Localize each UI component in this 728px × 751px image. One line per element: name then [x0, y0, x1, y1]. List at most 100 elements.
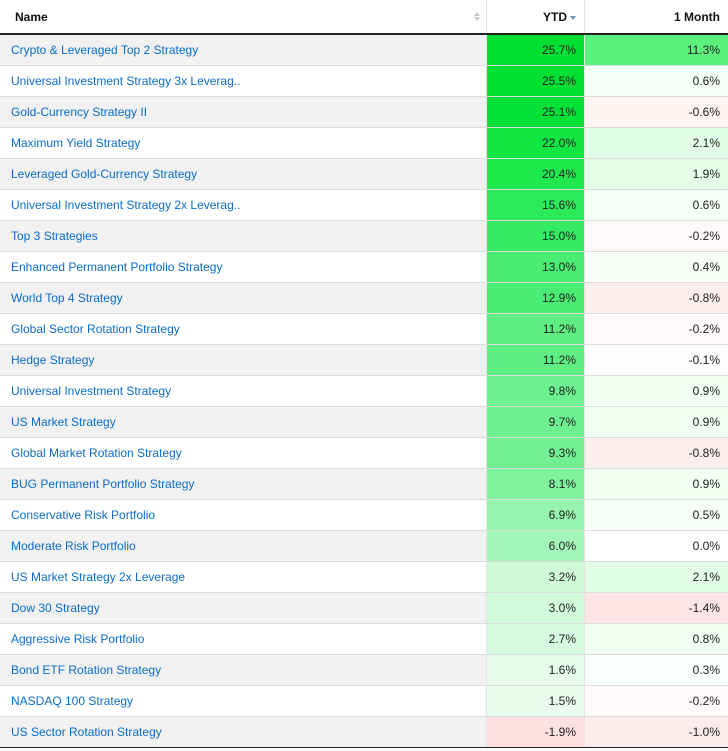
- strategy-link[interactable]: Global Sector Rotation Strategy: [11, 322, 180, 336]
- table-row: Crypto & Leveraged Top 2 Strategy 25.7% 11…: [0, 35, 728, 66]
- ytd-value: 3.2%: [548, 570, 576, 584]
- ytd-cell: 9.3%: [487, 438, 585, 468]
- strategy-link[interactable]: Universal Investment Strategy 2x Leverag…: [11, 198, 241, 212]
- strategy-link[interactable]: Universal Investment Strategy: [11, 384, 172, 398]
- table-row: Gold-Currency Strategy II 25.1% -0.6%: [0, 97, 728, 128]
- ytd-value: 25.7%: [541, 43, 576, 57]
- sort-neutral-icon[interactable]: [474, 12, 480, 21]
- strategy-link[interactable]: Aggressive Risk Portfolio: [11, 632, 145, 646]
- table-header: Name YTD 1 Month: [0, 0, 728, 35]
- table-row: Leveraged Gold-Currency Strategy 20.4% 1.9…: [0, 159, 728, 190]
- ytd-value: 1.6%: [548, 663, 576, 677]
- table-row: Universal Investment Strategy 9.8% 0.9%: [0, 376, 728, 407]
- strategy-link[interactable]: World Top 4 Strategy: [11, 291, 123, 305]
- strategy-link[interactable]: Universal Investment Strategy 3x Leverag…: [11, 74, 241, 88]
- ytd-cell: 2.7%: [487, 624, 585, 654]
- table-row: Moderate Risk Portfolio 6.0% 0.0%: [0, 531, 728, 562]
- month-value: -0.2%: [688, 322, 720, 336]
- ytd-cell: 25.1%: [487, 97, 585, 127]
- ytd-value: 1.5%: [548, 694, 576, 708]
- ytd-value: 9.8%: [548, 384, 576, 398]
- table-row: Maximum Yield Strategy 22.0% 2.1%: [0, 128, 728, 159]
- month-value: 0.9%: [692, 384, 720, 398]
- month-cell: -1.4%: [585, 593, 728, 623]
- strategy-link[interactable]: Enhanced Permanent Portfolio Strategy: [11, 260, 223, 274]
- strategy-link[interactable]: BUG Permanent Portfolio Strategy: [11, 477, 195, 491]
- table-row: Enhanced Permanent Portfolio Strategy 13.…: [0, 252, 728, 283]
- month-cell: 0.6%: [585, 190, 728, 220]
- month-value: 0.3%: [692, 663, 720, 677]
- name-cell: Universal Investment Strategy: [0, 376, 487, 406]
- month-value: -0.2%: [688, 229, 720, 243]
- name-cell: World Top 4 Strategy: [0, 283, 487, 313]
- name-cell: Hedge Strategy: [0, 345, 487, 375]
- month-value: -0.8%: [688, 291, 720, 305]
- strategy-link[interactable]: Conservative Risk Portfolio: [11, 508, 156, 522]
- ytd-value: 9.7%: [548, 415, 576, 429]
- header-name[interactable]: Name: [0, 0, 487, 33]
- month-value: 0.8%: [692, 632, 720, 646]
- name-cell: Aggressive Risk Portfolio: [0, 624, 487, 654]
- month-cell: -0.6%: [585, 97, 728, 127]
- ytd-value: 11.2%: [542, 322, 576, 336]
- ytd-value: 15.0%: [541, 229, 576, 243]
- ytd-value: 6.9%: [548, 508, 576, 522]
- name-cell: Conservative Risk Portfolio: [0, 500, 487, 530]
- strategy-link[interactable]: Crypto & Leveraged Top 2 Strategy: [11, 43, 199, 57]
- ytd-cell: 6.9%: [487, 500, 585, 530]
- month-cell: 0.9%: [585, 469, 728, 499]
- strategy-link[interactable]: Maximum Yield Strategy: [11, 136, 141, 150]
- ytd-value: 6.0%: [548, 539, 576, 553]
- month-value: 0.4%: [692, 260, 720, 274]
- ytd-cell: 12.9%: [487, 283, 585, 313]
- month-cell: 2.1%: [585, 128, 728, 158]
- month-value: 0.6%: [692, 74, 720, 88]
- strategy-link[interactable]: Dow 30 Strategy: [11, 601, 100, 615]
- ytd-cell: 6.0%: [487, 531, 585, 561]
- ytd-value: 25.5%: [541, 74, 576, 88]
- name-cell: US Sector Rotation Strategy: [0, 717, 487, 747]
- month-cell: 0.9%: [585, 376, 728, 406]
- strategy-link[interactable]: US Sector Rotation Strategy: [11, 725, 162, 739]
- table-row: Universal Investment Strategy 3x Leverag…: [0, 66, 728, 97]
- month-cell: -0.2%: [585, 686, 728, 716]
- strategy-link[interactable]: Hedge Strategy: [11, 353, 95, 367]
- header-ytd[interactable]: YTD: [487, 0, 585, 33]
- table-row: Global Sector Rotation Strategy 11.2% -0.2…: [0, 314, 728, 345]
- name-cell: Leveraged Gold-Currency Strategy: [0, 159, 487, 189]
- month-cell: 2.1%: [585, 562, 728, 592]
- name-cell: Crypto & Leveraged Top 2 Strategy: [0, 35, 487, 65]
- table-row: Universal Investment Strategy 2x Leverag…: [0, 190, 728, 221]
- ytd-cell: 13.0%: [487, 252, 585, 282]
- strategy-link[interactable]: Moderate Risk Portfolio: [11, 539, 136, 553]
- ytd-cell: 25.7%: [487, 35, 585, 65]
- month-value: -1.4%: [688, 601, 720, 615]
- name-cell: Dow 30 Strategy: [0, 593, 487, 623]
- header-name-label: Name: [15, 9, 48, 24]
- ytd-cell: 9.8%: [487, 376, 585, 406]
- header-1-month[interactable]: 1 Month: [585, 0, 728, 33]
- table-row: US Market Strategy 9.7% 0.9%: [0, 407, 728, 438]
- month-value: -0.8%: [688, 446, 720, 460]
- strategy-link[interactable]: Top 3 Strategies: [11, 229, 98, 243]
- name-cell: Gold-Currency Strategy II: [0, 97, 487, 127]
- month-value: 0.5%: [692, 508, 720, 522]
- strategy-link[interactable]: US Market Strategy 2x Leverage: [11, 570, 186, 584]
- strategy-link[interactable]: Global Market Rotation Strategy: [11, 446, 182, 460]
- strategy-link[interactable]: Bond ETF Rotation Strategy: [11, 663, 162, 677]
- month-value: 11.3%: [686, 43, 720, 57]
- ytd-cell: -1.9%: [487, 717, 585, 747]
- sort-descending-icon[interactable]: [570, 15, 576, 20]
- strategy-link[interactable]: US Market Strategy: [11, 415, 116, 429]
- ytd-cell: 25.5%: [487, 66, 585, 96]
- ytd-cell: 9.7%: [487, 407, 585, 437]
- month-value: 0.9%: [692, 415, 720, 429]
- strategy-link[interactable]: Leveraged Gold-Currency Strategy: [11, 167, 198, 181]
- strategy-link[interactable]: Gold-Currency Strategy II: [11, 105, 148, 119]
- strategy-link[interactable]: NASDAQ 100 Strategy: [11, 694, 134, 708]
- ytd-value: 2.7%: [548, 632, 576, 646]
- name-cell: Universal Investment Strategy 3x Leverag…: [0, 66, 487, 96]
- table-row: Hedge Strategy 11.2% -0.1%: [0, 345, 728, 376]
- name-cell: NASDAQ 100 Strategy: [0, 686, 487, 716]
